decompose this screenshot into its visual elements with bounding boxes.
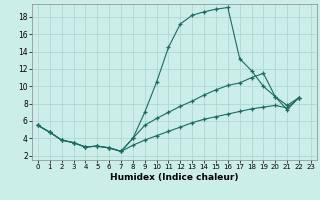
X-axis label: Humidex (Indice chaleur): Humidex (Indice chaleur) (110, 173, 239, 182)
